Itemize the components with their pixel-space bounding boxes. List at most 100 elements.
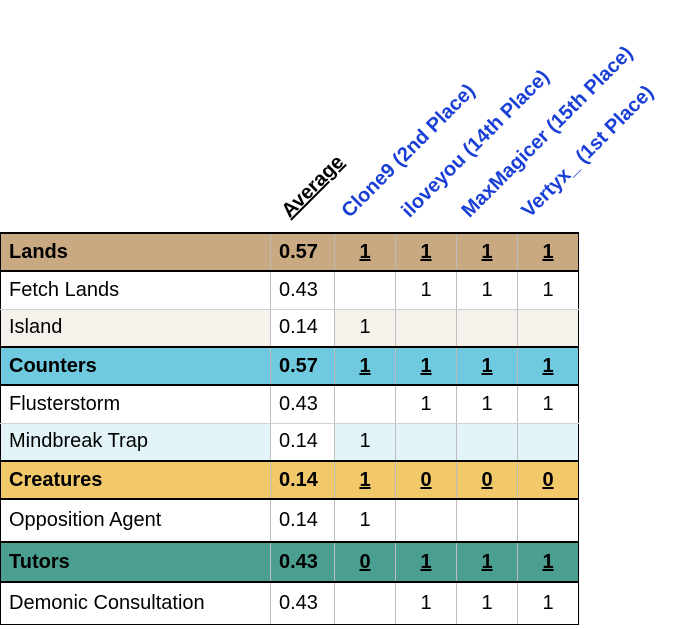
cell-value: 1: [542, 240, 554, 263]
cell-value: 1: [359, 316, 371, 339]
table-row: Fetch Lands 0.43 1 1 1: [0, 271, 579, 310]
average-cell[interactable]: 0.14: [270, 423, 335, 462]
player-value-cell[interactable]: 1: [395, 385, 457, 424]
player-value-cell[interactable]: 0: [456, 460, 518, 500]
player-value-cell[interactable]: 1: [456, 541, 518, 583]
player-value-cell[interactable]: 1: [334, 499, 396, 543]
player-value-cell[interactable]: 1: [456, 271, 518, 310]
cell-value: 0: [542, 468, 554, 491]
average-cell[interactable]: 0.14: [270, 499, 335, 543]
header-average[interactable]: Average: [277, 151, 349, 222]
player-value-cell[interactable]: 0: [517, 460, 579, 500]
cell-value: 1: [420, 591, 432, 614]
cell-value: 1: [420, 550, 432, 573]
average-cell[interactable]: 0.14: [270, 460, 335, 500]
player-value-cell[interactable]: 1: [334, 460, 396, 500]
player-value-cell[interactable]: 1: [517, 232, 579, 272]
cell-value: 1: [481, 550, 493, 573]
player-value-cell[interactable]: 1: [395, 541, 457, 583]
cell-value: 1: [420, 354, 432, 377]
category-row: Creatures 0.14 1 0 0 0: [0, 460, 579, 500]
cell-value: 0: [420, 468, 432, 491]
cell-value: 1: [420, 240, 432, 263]
player-value-cell[interactable]: 1: [334, 232, 396, 272]
average-cell[interactable]: 0.43: [270, 385, 335, 424]
cell-value: 1: [542, 392, 554, 415]
cell-value: 1: [359, 468, 371, 491]
player-value-cell[interactable]: [334, 385, 396, 424]
player-value-cell[interactable]: 1: [395, 346, 457, 386]
row-name-cell[interactable]: Demonic Consultation: [0, 582, 271, 625]
player-value-cell[interactable]: 1: [334, 423, 396, 462]
player-value-cell[interactable]: 1: [395, 582, 457, 625]
cell-value: 1: [481, 278, 493, 301]
player-value-cell[interactable]: 0: [334, 541, 396, 583]
row-name-cell[interactable]: Tutors: [0, 541, 271, 583]
cell-value: 1: [542, 550, 554, 573]
cell-value: 1: [359, 430, 371, 453]
average-cell[interactable]: 0.14: [270, 309, 335, 348]
player-value-cell[interactable]: [395, 423, 457, 462]
player-value-cell[interactable]: [395, 309, 457, 348]
category-row: Counters 0.57 1 1 1 1: [0, 346, 579, 386]
cell-value: 1: [542, 354, 554, 377]
player-value-cell[interactable]: 0: [395, 460, 457, 500]
row-name-cell[interactable]: Flusterstorm: [0, 385, 271, 424]
player-value-cell[interactable]: [334, 582, 396, 625]
cell-value: 0: [481, 468, 493, 491]
row-name-cell[interactable]: Counters: [0, 346, 271, 386]
player-value-cell[interactable]: 1: [395, 232, 457, 272]
cell-value: 0: [359, 550, 371, 573]
player-value-cell[interactable]: [456, 309, 518, 348]
table-row: Demonic Consultation 0.43 1 1 1: [0, 582, 579, 625]
table-row: Island 0.14 1: [0, 309, 579, 348]
player-value-cell[interactable]: 1: [456, 385, 518, 424]
player-value-cell[interactable]: 1: [517, 385, 579, 424]
average-cell[interactable]: 0.57: [270, 232, 335, 272]
row-name-cell[interactable]: Opposition Agent: [0, 499, 271, 543]
average-cell[interactable]: 0.43: [270, 582, 335, 625]
category-row: Lands 0.57 1 1 1 1: [0, 232, 579, 272]
player-value-cell[interactable]: 1: [456, 346, 518, 386]
player-value-cell[interactable]: [517, 309, 579, 348]
player-value-cell[interactable]: [456, 499, 518, 543]
cell-value: 1: [481, 392, 493, 415]
cell-value: 1: [420, 278, 432, 301]
column-headers: Average Clone9 (2nd Place) iloveyou (14t…: [0, 0, 688, 232]
player-value-cell[interactable]: [334, 271, 396, 310]
cell-value: 1: [359, 509, 371, 531]
table-row: Flusterstorm 0.43 1 1 1: [0, 385, 579, 424]
table-row: Opposition Agent 0.14 1: [0, 499, 579, 543]
cell-value: 1: [542, 278, 554, 301]
cell-value: 1: [420, 392, 432, 415]
player-value-cell[interactable]: [456, 423, 518, 462]
player-value-cell[interactable]: [517, 423, 579, 462]
average-cell[interactable]: 0.43: [270, 541, 335, 583]
table-body: Lands 0.57 1 1 1 1 Fetch Lands 0.43 1 1 1 Island 0.1…: [0, 232, 579, 625]
average-cell[interactable]: 0.43: [270, 271, 335, 310]
player-value-cell[interactable]: 1: [517, 582, 579, 625]
player-value-cell[interactable]: [517, 499, 579, 543]
cell-value: 1: [359, 354, 371, 377]
table-row: Mindbreak Trap 0.14 1: [0, 423, 579, 462]
player-value-cell[interactable]: 1: [517, 346, 579, 386]
cell-value: 1: [481, 240, 493, 263]
player-value-cell[interactable]: 1: [456, 582, 518, 625]
stats-table: Lands 0.57 1 1 1 1 Fetch Lands 0.43 1 1 1 Island 0.1…: [0, 232, 579, 625]
cell-value: 1: [481, 591, 493, 614]
player-value-cell[interactable]: 1: [334, 346, 396, 386]
category-row: Tutors 0.43 0 1 1 1: [0, 541, 579, 583]
player-value-cell[interactable]: 1: [456, 232, 518, 272]
player-value-cell[interactable]: 1: [517, 271, 579, 310]
row-name-cell[interactable]: Lands: [0, 232, 271, 272]
cell-value: 1: [542, 591, 554, 614]
row-name-cell[interactable]: Creatures: [0, 460, 271, 500]
row-name-cell[interactable]: Mindbreak Trap: [0, 423, 271, 462]
player-value-cell[interactable]: 1: [517, 541, 579, 583]
player-value-cell[interactable]: [395, 499, 457, 543]
row-name-cell[interactable]: Island: [0, 309, 271, 348]
average-cell[interactable]: 0.57: [270, 346, 335, 386]
row-name-cell[interactable]: Fetch Lands: [0, 271, 271, 310]
player-value-cell[interactable]: 1: [334, 309, 396, 348]
player-value-cell[interactable]: 1: [395, 271, 457, 310]
